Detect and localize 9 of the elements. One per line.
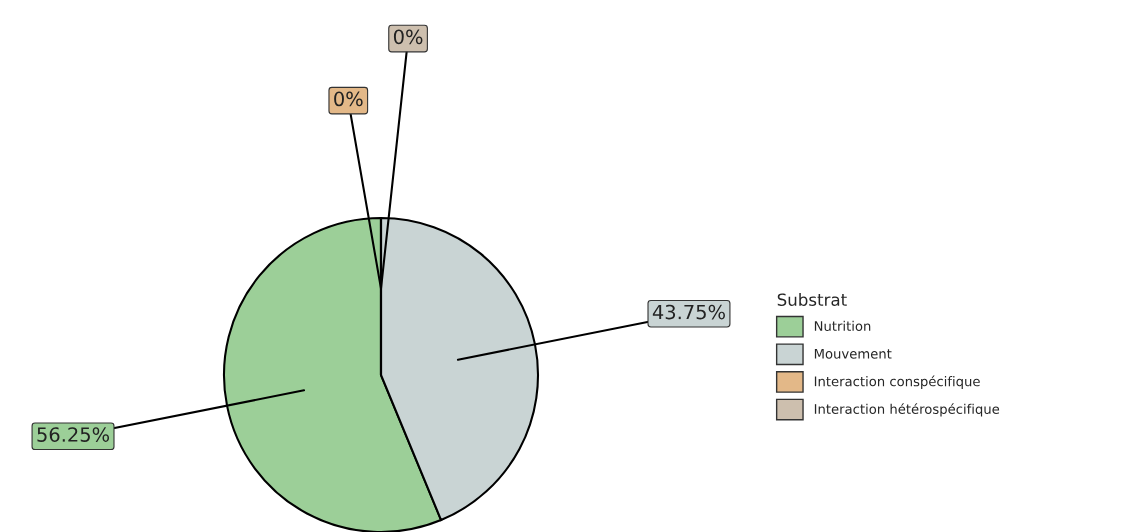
legend-label: Interaction conspécifique (814, 375, 980, 389)
data-label: 56.25% (37, 427, 110, 442)
text: 0% (393, 29, 423, 45)
legend-label: Interaction hétérospécifique (814, 403, 1000, 417)
legend-label: Nutrition (814, 320, 871, 332)
legend-title: Substrat (777, 293, 847, 306)
data-label: 43.75% (652, 304, 725, 320)
legend-label: Mouvement (814, 348, 892, 359)
text: 0% (334, 91, 363, 107)
